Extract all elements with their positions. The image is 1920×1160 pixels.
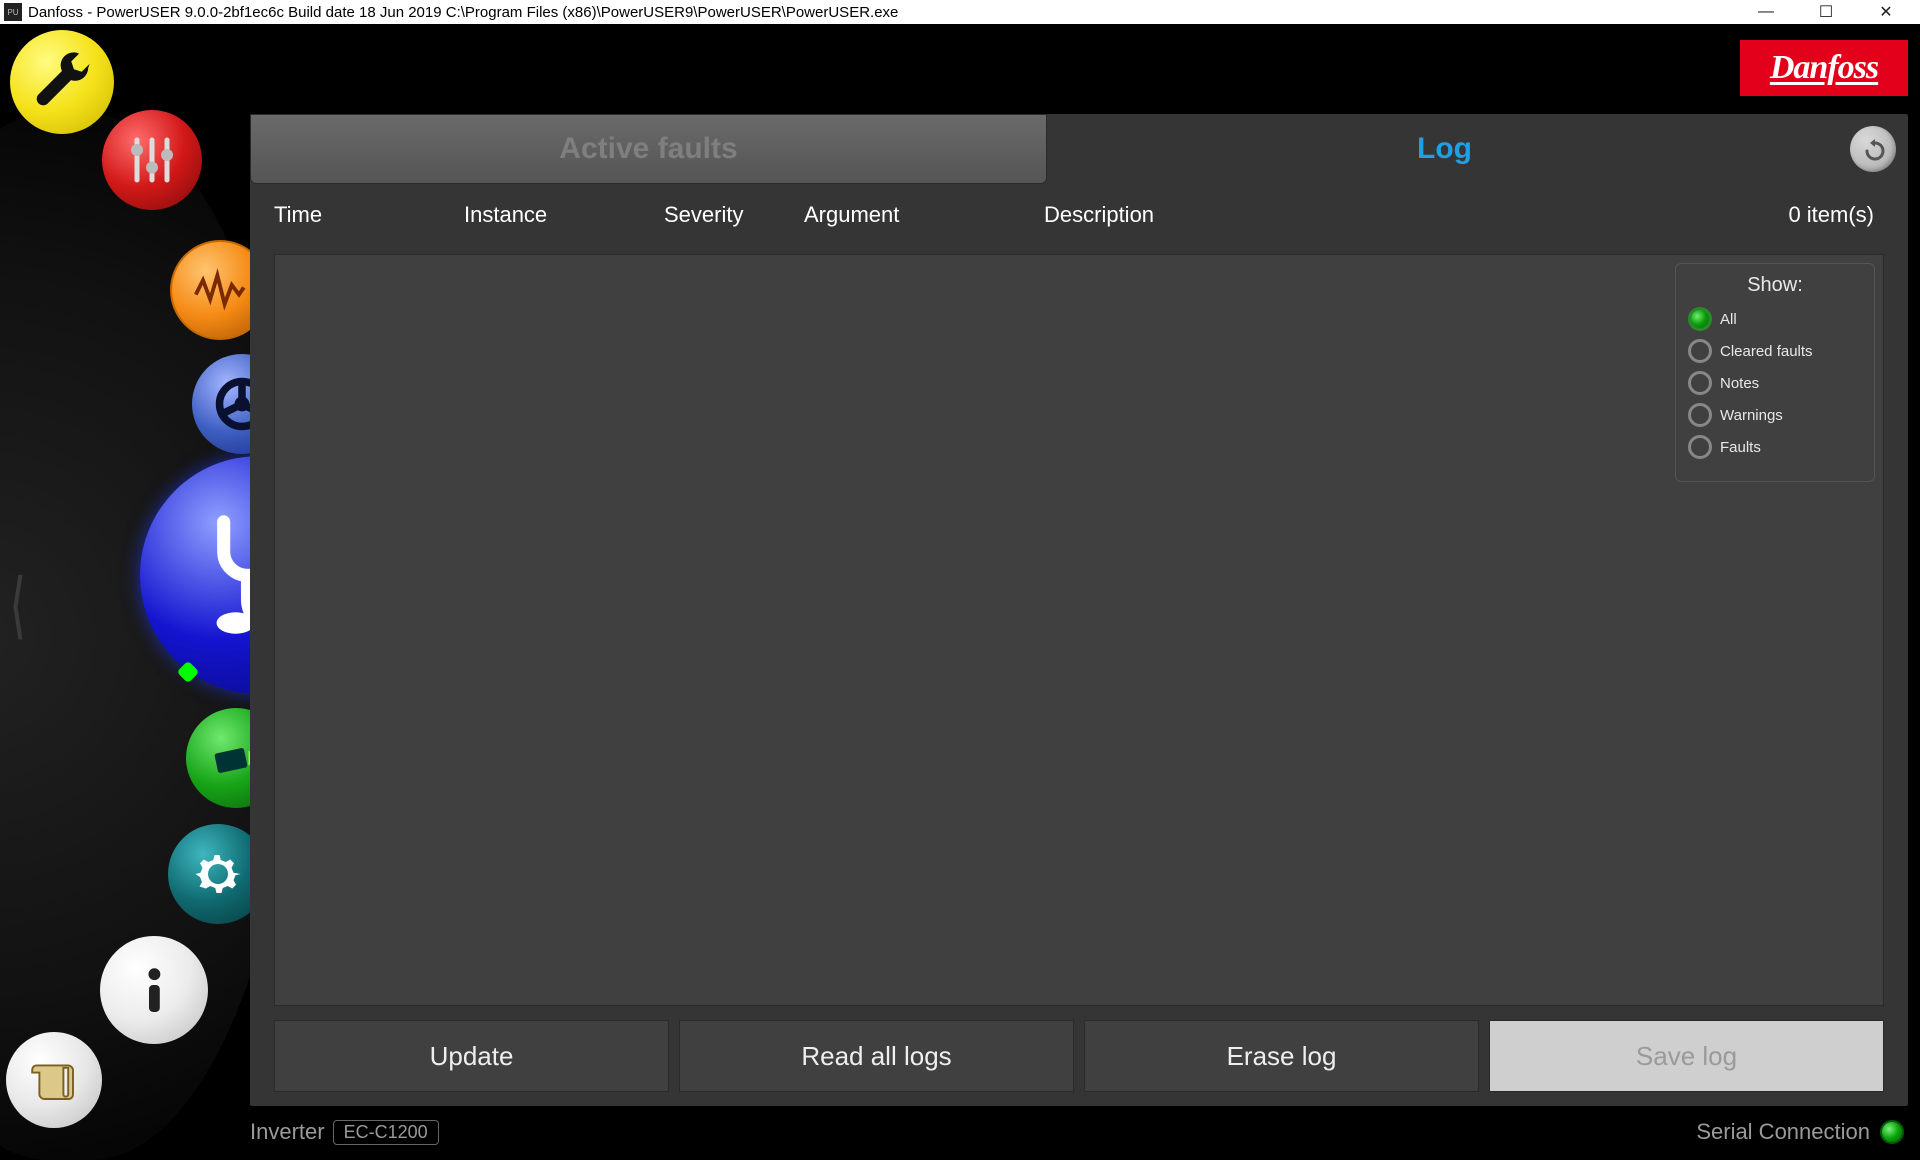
filter-label: Cleared faults [1720, 343, 1813, 360]
nav-sliders-icon[interactable] [102, 110, 202, 210]
item-count: 0 item(s) [1788, 202, 1884, 228]
window-title: Danfoss - PowerUSER 9.0.0-2bf1ec6c Build… [28, 4, 898, 21]
tab-log[interactable]: Log [1047, 114, 1842, 184]
col-time: Time [274, 202, 464, 228]
status-bar: Inverter EC-C1200 Serial Connection [250, 1112, 1908, 1152]
filter-title: Show: [1688, 274, 1862, 297]
col-argument: Argument [804, 202, 1044, 228]
radio-icon [1688, 339, 1712, 363]
action-row: Update Read all logs Erase log Save log [274, 1020, 1884, 1092]
col-severity: Severity [664, 202, 804, 228]
maximize-button[interactable]: ☐ [1796, 0, 1856, 24]
col-instance: Instance [464, 202, 664, 228]
filter-label: Notes [1720, 375, 1759, 392]
radio-icon [1688, 435, 1712, 459]
scroll-icon [25, 1051, 83, 1109]
filter-panel: Show: All Cleared faults Notes Warnings [1675, 263, 1875, 482]
read-all-logs-button[interactable]: Read all logs [679, 1020, 1074, 1092]
radio-icon [1688, 403, 1712, 427]
filter-label: All [1720, 311, 1737, 328]
filter-label: Faults [1720, 439, 1761, 456]
filter-label: Warnings [1720, 407, 1783, 424]
update-button[interactable]: Update [274, 1020, 669, 1092]
filter-option-warnings[interactable]: Warnings [1688, 403, 1862, 427]
connection-led-icon [1880, 1120, 1904, 1144]
info-icon [122, 958, 187, 1023]
collapse-sidebar-icon[interactable]: ⟨ [11, 564, 25, 646]
nav-info-icon[interactable] [100, 936, 208, 1044]
radio-icon [1688, 307, 1712, 331]
content-panel: Active faults Log Time Instance Severity… [250, 114, 1908, 1106]
radio-icon [1688, 371, 1712, 395]
filter-option-all[interactable]: All [1688, 307, 1862, 331]
top-strip: Danfoss [0, 24, 1920, 114]
tab-active-faults[interactable]: Active faults [250, 114, 1047, 184]
window-titlebar: PU Danfoss - PowerUSER 9.0.0-2bf1ec6c Bu… [0, 0, 1920, 24]
minimize-button[interactable]: — [1736, 0, 1796, 24]
wrench-icon [31, 51, 93, 113]
filter-option-cleared-faults[interactable]: Cleared faults [1688, 339, 1862, 363]
gear-icon [188, 844, 248, 904]
close-button[interactable]: ✕ [1856, 0, 1916, 24]
sliders-icon [122, 130, 182, 190]
back-arrow-icon [1861, 137, 1885, 161]
brand-logo: Danfoss [1740, 40, 1908, 96]
column-headers: Time Instance Severity Argument Descript… [250, 184, 1908, 242]
filter-option-faults[interactable]: Faults [1688, 435, 1862, 459]
app-icon: PU [4, 3, 22, 21]
filter-option-notes[interactable]: Notes [1688, 371, 1862, 395]
connection-label: Serial Connection [1696, 1119, 1870, 1145]
device-model: EC-C1200 [333, 1120, 439, 1145]
wave-icon [191, 261, 249, 319]
nav-wrench-icon[interactable] [10, 30, 114, 134]
device-label: Inverter [250, 1119, 325, 1145]
nav-scroll-icon[interactable] [6, 1032, 102, 1128]
back-button[interactable] [1850, 126, 1896, 172]
log-body: Show: All Cleared faults Notes Warnings [274, 254, 1884, 1006]
col-description: Description [1044, 202, 1334, 228]
save-log-button: Save log [1489, 1020, 1884, 1092]
erase-log-button[interactable]: Erase log [1084, 1020, 1479, 1092]
